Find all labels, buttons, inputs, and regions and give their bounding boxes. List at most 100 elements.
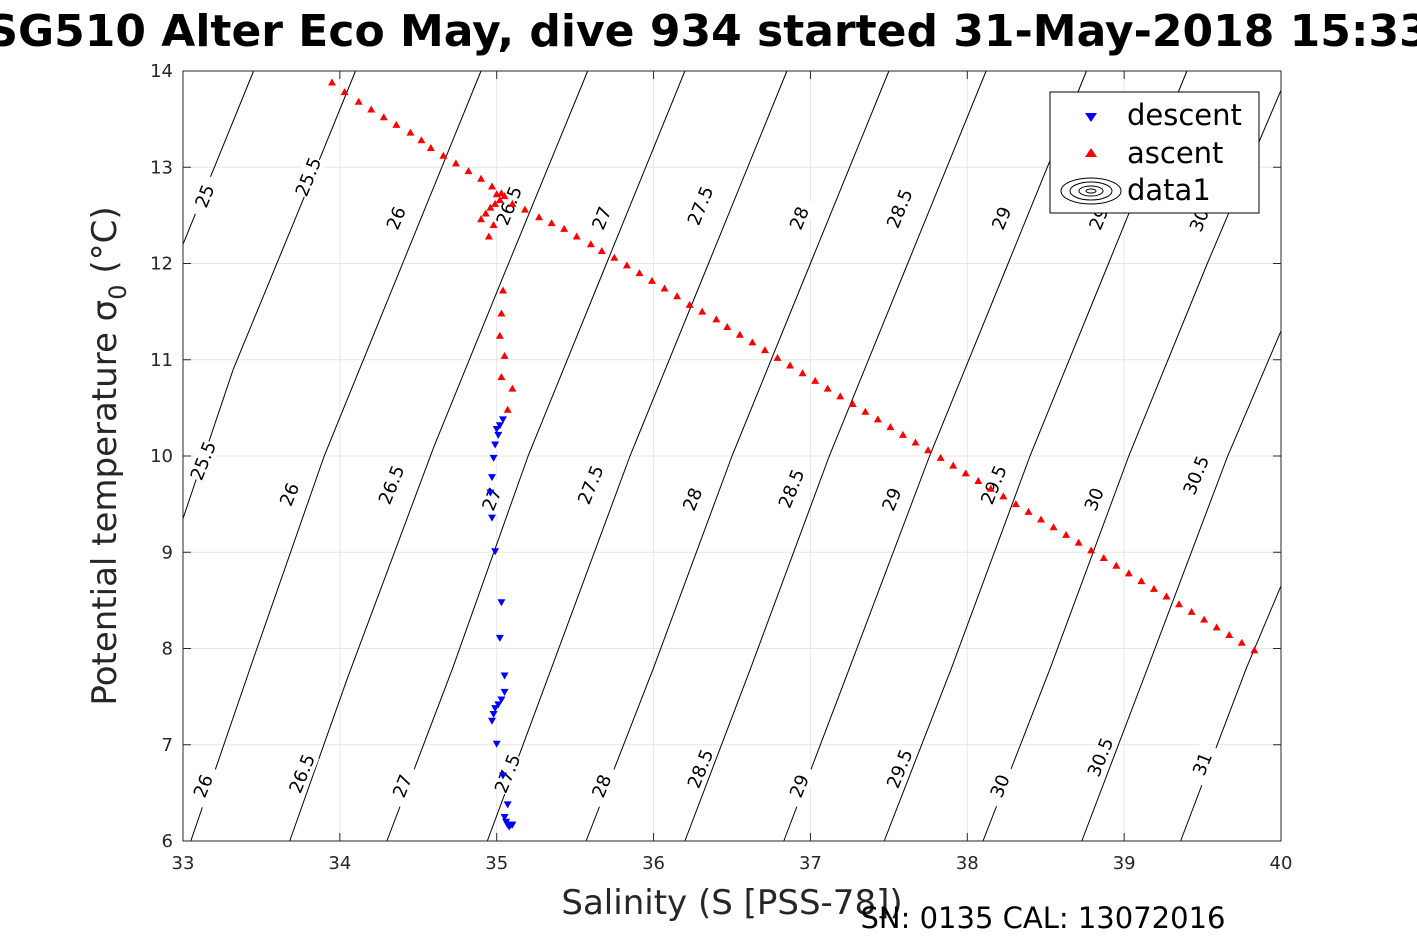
contour-label-background bbox=[374, 462, 409, 508]
ascent-point bbox=[911, 438, 920, 446]
ascent-point bbox=[1062, 530, 1071, 538]
ascent-point bbox=[1212, 623, 1221, 631]
ascent-point bbox=[451, 159, 460, 167]
descent-point bbox=[500, 672, 509, 680]
contour-label-background bbox=[272, 472, 307, 517]
ascent-point bbox=[1237, 638, 1246, 646]
ascent-point bbox=[836, 392, 845, 400]
descent-point bbox=[488, 514, 497, 522]
ascent-point bbox=[635, 269, 644, 277]
contour-label-background bbox=[883, 746, 917, 792]
ascent-point bbox=[340, 88, 349, 96]
y-axis-label-main: Potential temperature σ bbox=[85, 300, 125, 706]
ascent-point bbox=[1049, 523, 1058, 531]
ascent-point bbox=[498, 286, 507, 294]
contour-line bbox=[783, 70, 1087, 842]
descent-point bbox=[492, 740, 501, 748]
descent-point bbox=[495, 422, 504, 430]
ascent-point bbox=[1187, 607, 1196, 615]
x-tick-label: 35 bbox=[485, 853, 508, 874]
legend-ascent-label: ascent bbox=[1127, 136, 1223, 170]
ascent-point bbox=[1011, 500, 1020, 508]
descent-point bbox=[500, 688, 509, 696]
y-axis-label-subscript: 0 bbox=[104, 284, 132, 299]
descent-point bbox=[494, 431, 503, 439]
contour-label-background bbox=[683, 183, 718, 229]
contour-line bbox=[386, 70, 686, 842]
ascent-point bbox=[823, 384, 832, 392]
contour-label-background bbox=[188, 173, 222, 219]
contour-label-background bbox=[379, 195, 414, 241]
contour-label-background bbox=[186, 763, 221, 809]
x-tick-label: 33 bbox=[172, 853, 195, 874]
ascent-point bbox=[1099, 554, 1108, 562]
contour-label-background bbox=[774, 466, 809, 512]
ascent-point bbox=[535, 213, 544, 221]
y-tick-label: 7 bbox=[162, 735, 173, 756]
ascent-point bbox=[379, 113, 388, 121]
descent-point bbox=[491, 705, 500, 713]
ascent-point bbox=[1087, 546, 1096, 554]
ascent-point bbox=[1112, 561, 1121, 569]
descent-point bbox=[486, 489, 495, 497]
legend-contour-icon bbox=[1060, 177, 1122, 205]
contour-line bbox=[182, 70, 255, 245]
contour-line bbox=[1081, 330, 1282, 842]
contour-label-background bbox=[875, 477, 909, 522]
ascent-point bbox=[999, 492, 1008, 500]
contour-label-background bbox=[585, 195, 619, 241]
ascent-point bbox=[648, 276, 657, 284]
ascent-point bbox=[560, 224, 569, 232]
ascent-point bbox=[508, 199, 517, 207]
ascent-point bbox=[417, 136, 426, 144]
ascent-point bbox=[500, 192, 509, 200]
ascent-point bbox=[886, 423, 895, 431]
chart-title: SG510 Alter Eco May, dive 934 started 31… bbox=[0, 6, 1417, 57]
legend-data1-label: data1 bbox=[1127, 173, 1211, 207]
contour-label-background bbox=[1083, 734, 1118, 780]
contour-label-background bbox=[585, 763, 619, 809]
contour-label-background bbox=[782, 195, 817, 241]
ascent-point bbox=[685, 300, 694, 308]
y-tick-label: 14 bbox=[150, 61, 173, 82]
descent-point bbox=[491, 441, 500, 449]
contour-label-background bbox=[977, 462, 1011, 508]
contour-label-background bbox=[186, 438, 221, 484]
contour-label-background bbox=[1185, 741, 1220, 787]
ascent-point bbox=[760, 346, 769, 354]
ascent-point bbox=[986, 484, 995, 492]
ascent-point bbox=[1024, 507, 1033, 515]
contour-label-background bbox=[676, 477, 710, 522]
ascent-point bbox=[426, 144, 435, 151]
ascent-point bbox=[712, 315, 721, 323]
descent-point bbox=[488, 474, 497, 482]
contour-label-background bbox=[985, 195, 1019, 241]
contour-line bbox=[684, 70, 987, 842]
ascent-point bbox=[477, 215, 486, 223]
descent-point bbox=[498, 772, 507, 780]
ascent-point bbox=[481, 209, 490, 217]
x-tick-label: 36 bbox=[642, 853, 665, 874]
ascent-point bbox=[1200, 615, 1209, 623]
ascent-point bbox=[786, 361, 795, 369]
x-tick-label: 38 bbox=[956, 853, 979, 874]
ascent-point bbox=[949, 461, 958, 469]
legend-descent-marker bbox=[1085, 113, 1097, 122]
ascent-point bbox=[572, 232, 581, 240]
y-tick-label: 11 bbox=[150, 350, 173, 371]
ascent-point bbox=[798, 369, 807, 377]
ascent-point bbox=[464, 167, 473, 175]
descent-point bbox=[500, 813, 509, 821]
ascent-point bbox=[597, 246, 606, 254]
serial-calibration-note: SN: 0135 CAL: 13072016 bbox=[861, 901, 1226, 935]
descent-point bbox=[495, 634, 504, 642]
contour-label-background bbox=[475, 477, 509, 522]
ascent-point bbox=[735, 330, 744, 338]
ascent-point bbox=[492, 190, 501, 198]
y-tick-label: 6 bbox=[162, 831, 173, 852]
y-axis-label: Potential temperature σ0 (°C) bbox=[85, 206, 132, 705]
ascent-point bbox=[660, 284, 669, 292]
ascent-point bbox=[936, 453, 945, 461]
ascent-point bbox=[974, 477, 983, 485]
ascent-point bbox=[898, 430, 907, 438]
